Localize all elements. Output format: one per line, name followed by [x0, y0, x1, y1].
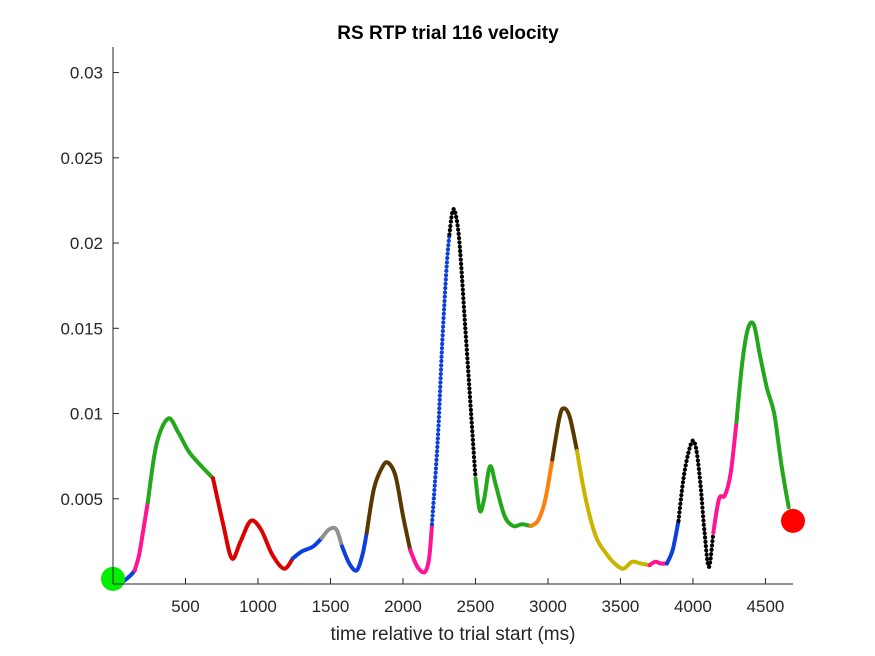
velocity-segment-20 [734, 320, 791, 510]
velocity-segment-17 [664, 518, 681, 566]
x-tick-label: 2000 [384, 597, 422, 616]
x-tick-label: 1500 [312, 597, 350, 616]
y-tick-label: 0.015 [60, 319, 103, 338]
y-tick-label: 0.025 [60, 149, 103, 168]
x-tick-label: 500 [171, 597, 199, 616]
end-marker [781, 508, 805, 533]
x-tick-label: 3000 [529, 597, 567, 616]
x-tick-label: 4500 [747, 597, 785, 616]
velocity-segment-16 [647, 559, 669, 568]
velocity-segment-18 [676, 438, 716, 570]
velocity-segment-19 [711, 420, 739, 535]
velocity-segment-8 [364, 460, 413, 552]
velocity-segment-6 [319, 525, 345, 549]
x-tick-label: 4000 [674, 597, 712, 616]
y-tick-label: 0.03 [70, 64, 103, 83]
velocity-segment-7 [340, 530, 369, 573]
velocity-segment-9 [408, 522, 434, 575]
y-tick-label: 0.01 [70, 405, 103, 424]
velocity-segment-14 [550, 406, 579, 462]
velocity-segment-15 [575, 449, 652, 571]
velocity-segment-10 [429, 232, 452, 527]
plot-area [101, 206, 805, 591]
velocity-segment-11 [447, 206, 478, 481]
velocity-segment-4 [211, 476, 295, 571]
x-axis-title: time relative to trial start (ms) [331, 624, 576, 645]
chart-title: RS RTP trial 116 velocity [337, 23, 559, 44]
axes: 500 1000 1500 2000 2500 3000 3500 4000 4500 0.005… [60, 47, 793, 616]
x-tick-label: 2500 [457, 597, 495, 616]
y-tick-label: 0.005 [60, 490, 103, 509]
velocity-segment-3 [145, 416, 215, 505]
velocity-segment-12 [473, 464, 533, 529]
velocity-segment-2 [132, 500, 150, 573]
x-tick-label: 3500 [602, 597, 640, 616]
x-tick-label: 1000 [239, 597, 277, 616]
velocity-segment-13 [528, 457, 555, 528]
velocity-segment-5 [290, 536, 324, 561]
y-tick-label: 0.02 [70, 234, 103, 253]
